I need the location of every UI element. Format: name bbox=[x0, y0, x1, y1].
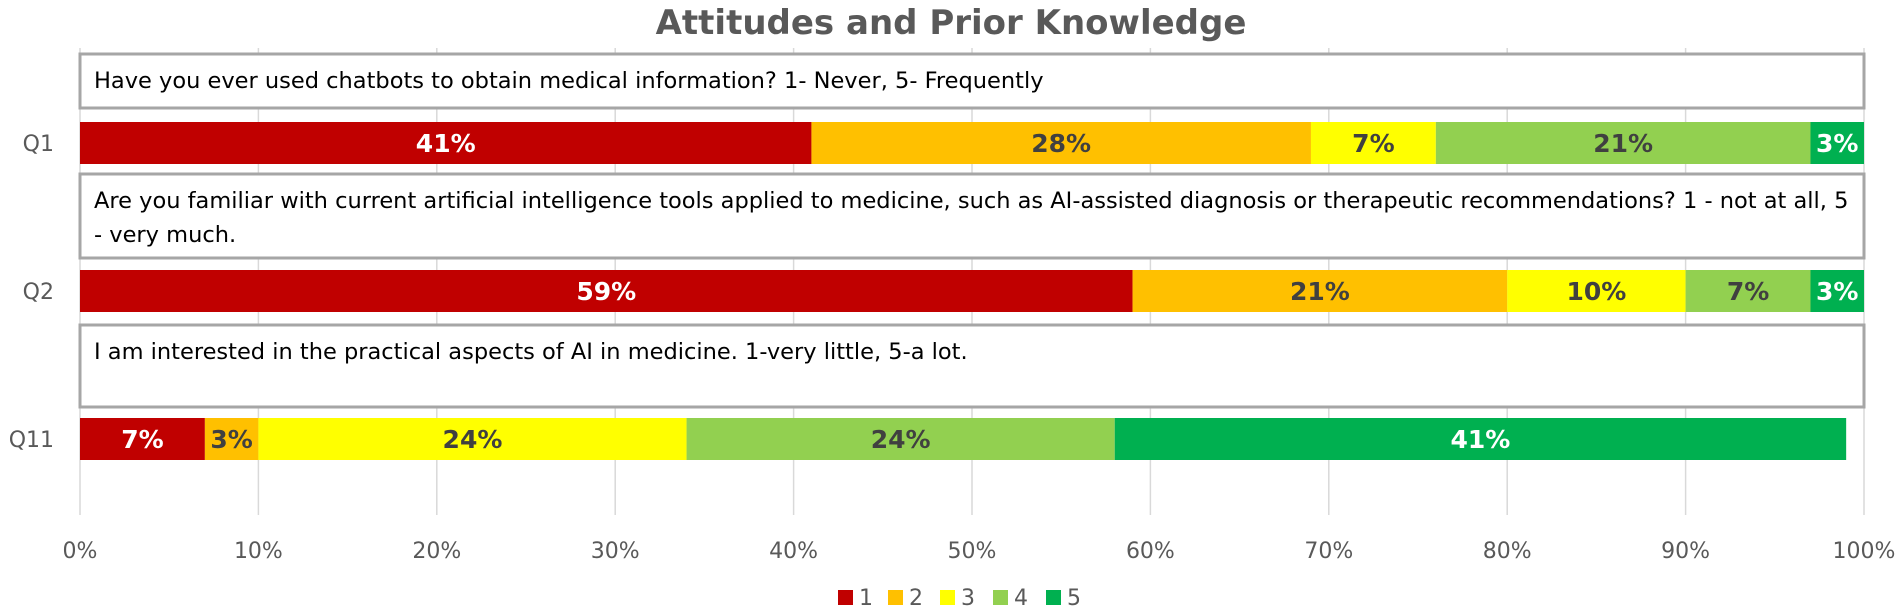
data-label: 10% bbox=[1566, 277, 1626, 306]
data-label: 7% bbox=[121, 425, 163, 454]
x-tick-label: 60% bbox=[1126, 539, 1175, 564]
question-boxes bbox=[78, 52, 1866, 409]
category-label: Q1 bbox=[23, 132, 54, 157]
x-tick-label: 70% bbox=[1304, 539, 1353, 564]
data-label: 59% bbox=[576, 277, 636, 306]
data-label: 7% bbox=[1352, 129, 1394, 158]
x-tick-label: 40% bbox=[769, 539, 818, 564]
x-tick-label: 100% bbox=[1833, 539, 1896, 564]
bar-segment bbox=[80, 270, 1133, 312]
legend: 1 2 3 4 5 bbox=[838, 586, 1081, 611]
x-tick-label: 80% bbox=[1483, 539, 1532, 564]
legend-swatch bbox=[1046, 590, 1061, 605]
bar-segment bbox=[1810, 122, 1864, 164]
legend-label: 5 bbox=[1067, 586, 1081, 611]
x-tick-label: 50% bbox=[948, 539, 997, 564]
category-label: Q11 bbox=[9, 428, 54, 453]
data-label: 41% bbox=[416, 129, 476, 158]
bar-segment bbox=[1685, 270, 1811, 312]
category-labels: Q1 Q2 Q11 bbox=[9, 132, 54, 453]
data-label: 24% bbox=[443, 425, 503, 454]
data-label: 41% bbox=[1451, 425, 1511, 454]
bar-segment bbox=[1810, 270, 1864, 312]
x-tick-label: 20% bbox=[412, 539, 461, 564]
legend-swatch bbox=[940, 590, 955, 605]
legend-label: 1 bbox=[859, 586, 873, 611]
legend-swatch bbox=[993, 590, 1008, 605]
bar-segment bbox=[1310, 122, 1436, 164]
bar-segment bbox=[686, 418, 1115, 460]
x-axis-ticks: 0% 10% 20% 30% 40% 50% 60% 70% 80% 90% 100% bbox=[63, 539, 1896, 564]
bar-segment bbox=[1507, 270, 1686, 312]
data-label: 3% bbox=[1816, 129, 1858, 158]
bar-segment bbox=[204, 418, 259, 460]
legend-swatch bbox=[888, 590, 903, 605]
bars: 41% 28% 7% 21% 3% 59% 21% 10% 7% 3% 7% 3% 24% 24% 41% bbox=[80, 122, 1864, 460]
x-tick-label: 30% bbox=[591, 539, 640, 564]
chart-title: Attitudes and Prior Knowledge bbox=[656, 3, 1247, 43]
bar-segment bbox=[258, 418, 687, 460]
bar-segment bbox=[1132, 270, 1508, 312]
bar-segment bbox=[1435, 122, 1811, 164]
data-label: 21% bbox=[1290, 277, 1350, 306]
legend-swatch bbox=[838, 590, 853, 605]
bar-segment bbox=[1114, 418, 1847, 460]
x-tick-label: 10% bbox=[234, 539, 283, 564]
bar-segment bbox=[80, 122, 812, 164]
category-label: Q2 bbox=[23, 280, 54, 305]
data-label: 7% bbox=[1727, 277, 1769, 306]
bar-segment bbox=[811, 122, 1311, 164]
x-tick-label: 90% bbox=[1661, 539, 1710, 564]
question-box bbox=[78, 52, 1866, 110]
data-label: 3% bbox=[210, 425, 252, 454]
legend-label: 2 bbox=[909, 586, 923, 611]
data-label: 24% bbox=[871, 425, 931, 454]
bar-segment bbox=[80, 418, 205, 460]
legend-label: 4 bbox=[1014, 586, 1028, 611]
data-label: 21% bbox=[1593, 129, 1653, 158]
data-label: 28% bbox=[1031, 129, 1091, 158]
question-box bbox=[78, 172, 1866, 260]
legend-label: 3 bbox=[961, 586, 975, 611]
question-box bbox=[78, 323, 1866, 409]
x-tick-label: 0% bbox=[63, 539, 98, 564]
data-label: 3% bbox=[1816, 277, 1858, 306]
